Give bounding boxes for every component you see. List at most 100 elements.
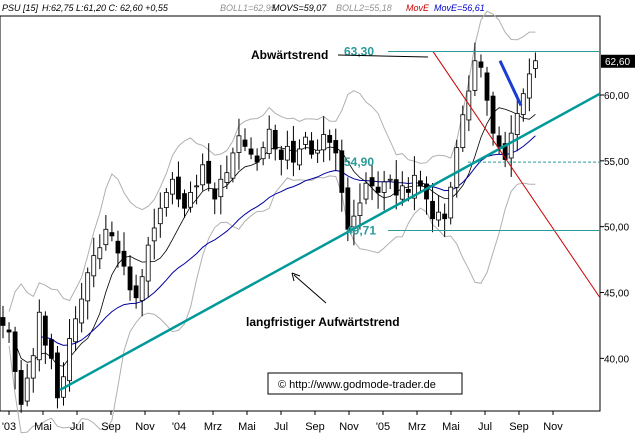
candle-body bbox=[248, 148, 254, 155]
candle-body bbox=[206, 160, 212, 184]
candle-body bbox=[381, 181, 387, 193]
chart-header-symbol: PSU [15] bbox=[2, 3, 39, 13]
candle-body bbox=[176, 176, 181, 200]
candle-body bbox=[218, 178, 224, 198]
candle-body bbox=[30, 355, 36, 379]
x-tick-label: Jul bbox=[478, 421, 492, 433]
x-tick-label: Sep bbox=[305, 421, 325, 433]
x-tick-label: Sep bbox=[509, 421, 529, 433]
plot-area bbox=[0, 15, 601, 412]
candle-body bbox=[375, 186, 381, 193]
candle-body bbox=[430, 200, 435, 220]
candle-body bbox=[472, 60, 478, 91]
x-tick-label: Nov bbox=[135, 421, 155, 433]
legend-move2: MovE=56,61 bbox=[434, 3, 485, 13]
candle-body bbox=[466, 90, 472, 121]
x-tick-label: Mai bbox=[442, 421, 460, 433]
x-tick-label: Sep bbox=[101, 421, 121, 433]
candle-body bbox=[369, 177, 375, 187]
aufwaertstrend-pointer bbox=[293, 274, 327, 304]
candle-body bbox=[484, 72, 490, 101]
candle-body bbox=[321, 134, 327, 151]
candle-body bbox=[436, 211, 442, 221]
x-tick-label: '05 bbox=[376, 421, 390, 433]
candle-body bbox=[121, 250, 127, 267]
candle-body bbox=[103, 228, 109, 246]
y-tick-label: 40,00 bbox=[604, 354, 629, 365]
candle-body bbox=[49, 339, 54, 359]
x-tick-label: Nov bbox=[543, 421, 563, 433]
candle-body bbox=[169, 178, 175, 195]
candle-body bbox=[533, 60, 538, 69]
candle-body bbox=[18, 370, 24, 405]
candle-body bbox=[387, 178, 393, 181]
level-label: 63,30 bbox=[344, 45, 374, 59]
candle-body bbox=[6, 329, 12, 333]
candle-body bbox=[514, 113, 520, 135]
candle-body bbox=[254, 155, 260, 163]
candle-body bbox=[67, 338, 72, 382]
aufwaertstrend-pointer-arrowhead bbox=[291, 272, 301, 282]
candle-body bbox=[42, 315, 48, 346]
chart-header-ohlc: H:62,75 L:61,20 C: 62,60 +0,55 bbox=[42, 3, 169, 13]
y-tick-label: 60,00 bbox=[604, 91, 629, 102]
candle-body bbox=[266, 128, 272, 154]
candle-body bbox=[272, 129, 278, 150]
candle-body bbox=[79, 298, 85, 324]
last-price-marker bbox=[601, 54, 635, 68]
last-price-label: 62,60 bbox=[605, 57, 630, 68]
x-tick-label: '04 bbox=[172, 421, 186, 433]
candle-body bbox=[502, 143, 508, 160]
projection-arrow-line bbox=[498, 60, 523, 107]
candle-body bbox=[327, 135, 333, 143]
candle-body bbox=[315, 149, 321, 154]
candle-body bbox=[411, 174, 417, 199]
candle-body bbox=[157, 207, 163, 225]
x-tick-label: Jul bbox=[70, 421, 84, 433]
candle-body bbox=[145, 244, 151, 282]
candle-body bbox=[424, 183, 429, 200]
candle-body bbox=[133, 285, 139, 299]
candle-body bbox=[339, 150, 345, 193]
candle-body bbox=[418, 180, 423, 187]
candle-body bbox=[91, 255, 97, 277]
legend-movs: MOVS=59,07 bbox=[272, 3, 327, 13]
candle-body bbox=[526, 73, 532, 99]
candle-body bbox=[188, 192, 193, 208]
candle-body bbox=[290, 140, 296, 163]
candle-body bbox=[109, 232, 115, 237]
candle-body bbox=[303, 136, 308, 145]
candle-body bbox=[24, 377, 30, 402]
candle-body bbox=[490, 95, 496, 134]
x-tick-label: '03 bbox=[2, 421, 16, 433]
candle-body bbox=[297, 148, 302, 166]
candle-body bbox=[36, 311, 42, 361]
candle-body bbox=[260, 147, 266, 160]
candle-body bbox=[182, 193, 187, 209]
candle-body bbox=[127, 266, 133, 291]
candle-body bbox=[151, 227, 157, 242]
candle-body bbox=[212, 188, 218, 200]
x-tick-label: Mai bbox=[34, 421, 52, 433]
candle-body bbox=[357, 202, 363, 216]
candle-body bbox=[284, 145, 290, 161]
candle-body bbox=[73, 318, 78, 343]
credit-text[interactable]: © http://www.godmode-trader.de bbox=[278, 379, 436, 391]
candle-body bbox=[278, 149, 284, 160]
x-tick-label: Nov bbox=[339, 421, 359, 433]
legend-boll2: BOLL2=55,18 bbox=[336, 3, 392, 13]
candle-body bbox=[0, 317, 6, 326]
credit-box bbox=[267, 372, 463, 395]
annotation-abwaertstrend: Abwärtstrend bbox=[251, 48, 328, 62]
annotation-aufwaertstrend: langfristiger Aufwärtstrend bbox=[246, 315, 400, 329]
candle-body bbox=[12, 331, 18, 372]
candle-body bbox=[194, 185, 200, 188]
candle-body bbox=[448, 186, 454, 219]
abwaertstrend-pointer bbox=[337, 54, 429, 58]
level-label: 54,90 bbox=[344, 155, 374, 169]
candle-body bbox=[236, 135, 242, 153]
level-label: 49,71 bbox=[346, 223, 376, 237]
y-tick-label: 45,00 bbox=[604, 289, 629, 300]
candle-body bbox=[242, 139, 248, 147]
